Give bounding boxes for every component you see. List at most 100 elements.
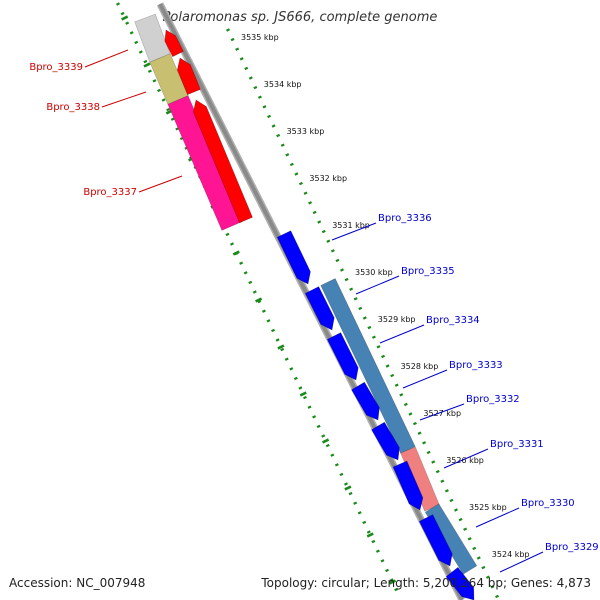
tick-mark-right <box>417 431 422 435</box>
scale-label: 3533 kbp <box>287 127 325 136</box>
tick-mark-right <box>230 37 235 42</box>
tick-mark-right <box>335 258 340 263</box>
genome-summary-text: Topology: circular; Length: 5,200,264 bp… <box>261 576 591 590</box>
tick-mark-right <box>262 105 267 109</box>
tick-mark-right <box>289 162 294 167</box>
tick-mark-left <box>147 69 152 73</box>
tick-mark-left <box>385 568 390 573</box>
gene-label-bpro-3331[interactable]: Bpro_3331 <box>490 439 544 450</box>
tick-mark-right <box>394 383 399 387</box>
tick-mark-left <box>125 21 130 25</box>
tick-mark-right <box>271 124 276 128</box>
tick-mark-left <box>116 2 120 6</box>
major-tick-left <box>344 485 352 491</box>
tick-mark-right <box>454 508 458 512</box>
major-tick-left <box>322 438 330 444</box>
tick-mark-right <box>321 229 326 234</box>
gene-strip-bpro-3337[interactable] <box>167 95 243 231</box>
scale-label: 3531 kbp <box>332 221 370 230</box>
tick-mark-right <box>449 498 454 503</box>
gene-arrow-bpro-3334[interactable] <box>326 332 359 381</box>
gene-label-bpro-3329[interactable]: Bpro_3329 <box>545 542 599 553</box>
scale-label: 3535 kbp <box>241 33 279 42</box>
tick-mark-right <box>385 364 390 368</box>
gene-arrow-bpro-3335[interactable] <box>304 286 335 331</box>
tick-mark-left <box>289 367 294 371</box>
tick-mark-right <box>426 450 431 455</box>
tick-mark-left <box>170 117 175 121</box>
tick-mark-left <box>280 347 285 352</box>
tick-mark-right <box>408 412 413 416</box>
gene-arrow-bpro-3337[interactable] <box>193 99 253 224</box>
gene-arrow-bpro-3332[interactable] <box>371 421 400 461</box>
tick-mark-right <box>340 268 344 272</box>
tick-mark-right <box>435 469 440 474</box>
gene-label-bpro-3337[interactable]: Bpro_3337 <box>83 187 137 198</box>
gene-label-leader <box>101 91 147 108</box>
tick-mark-right <box>495 594 500 599</box>
gene-arrow-bpro-3333[interactable] <box>351 381 380 421</box>
gene-label-bpro-3335[interactable]: Bpro_3335 <box>401 266 455 277</box>
gene-label-leader <box>355 275 400 295</box>
tick-mark-right <box>403 402 408 407</box>
tick-mark-left <box>302 395 307 400</box>
tick-mark-left <box>138 50 143 54</box>
tick-mark-right <box>367 325 372 330</box>
gene-arrow-bpro-3336[interactable] <box>276 230 311 285</box>
accession-text: Accession: NC_007948 <box>9 576 146 590</box>
tick-mark-right <box>330 249 335 253</box>
tick-mark-left <box>344 482 348 486</box>
tick-mark-left <box>134 40 139 45</box>
tick-mark-left <box>307 405 312 409</box>
scale-label: 3532 kbp <box>309 174 347 183</box>
tick-mark-right <box>312 210 317 215</box>
tick-mark-right <box>308 201 313 205</box>
tick-mark-left <box>389 578 394 582</box>
gene-arrow-bpro-3338[interactable] <box>177 57 201 96</box>
gene-label-bpro-3339[interactable]: Bpro_3339 <box>29 62 83 73</box>
tick-mark-left <box>257 299 262 304</box>
scale-label: 3525 kbp <box>469 503 507 512</box>
gene-strip-steel-upper[interactable] <box>320 278 416 454</box>
tick-mark-right <box>326 239 331 243</box>
tick-mark-left <box>225 232 230 237</box>
tick-mark-right <box>248 76 253 80</box>
tick-mark-right <box>467 537 472 541</box>
gene-label-leader <box>499 551 544 573</box>
gene-strip-layer <box>134 2 478 600</box>
gene-label-bpro-3333[interactable]: Bpro_3333 <box>449 360 503 371</box>
tick-mark-right <box>285 153 290 157</box>
gene-label-bpro-3338[interactable]: Bpro_3338 <box>46 102 100 113</box>
gene-label-bpro-3336[interactable]: Bpro_3336 <box>378 213 432 224</box>
gene-label-bpro-3334[interactable]: Bpro_3334 <box>426 315 480 326</box>
tick-mark-left <box>271 328 276 333</box>
tick-mark-left <box>161 98 166 102</box>
scale-label: 3524 kbp <box>492 550 530 559</box>
gene-arrow-layer <box>164 29 475 600</box>
tick-mark-left <box>298 386 303 390</box>
gene-label-leader <box>402 369 448 389</box>
tick-mark-right <box>431 460 436 464</box>
scale-label: 3534 kbp <box>264 80 302 89</box>
tick-mark-left <box>348 491 353 496</box>
gene-arrow-bpro-3330[interactable] <box>418 514 453 567</box>
gene-arrow-bpro-3331[interactable] <box>392 460 424 511</box>
tick-mark-left <box>339 472 344 477</box>
scale-label: 3528 kbp <box>401 362 439 371</box>
tick-mark-left <box>371 539 376 544</box>
gene-arrow-bpro-3329[interactable] <box>445 566 475 600</box>
tick-mark-left <box>334 463 339 467</box>
gene-label-leader <box>475 507 520 528</box>
gene-label-bpro-3330[interactable]: Bpro_3330 <box>521 498 575 509</box>
tick-mark-right <box>303 191 308 195</box>
tick-mark-left <box>120 11 125 16</box>
tick-mark-right <box>244 66 249 71</box>
gene-arrow-bpro-3339[interactable] <box>164 29 184 58</box>
tick-mark-right <box>239 57 244 61</box>
tick-mark-left <box>152 79 157 83</box>
tick-mark-right <box>485 575 490 579</box>
tick-mark-left <box>375 549 380 553</box>
tick-mark-right <box>362 316 367 320</box>
tick-mark-left <box>166 107 171 112</box>
gene-label-bpro-3332[interactable]: Bpro_3332 <box>466 394 520 405</box>
